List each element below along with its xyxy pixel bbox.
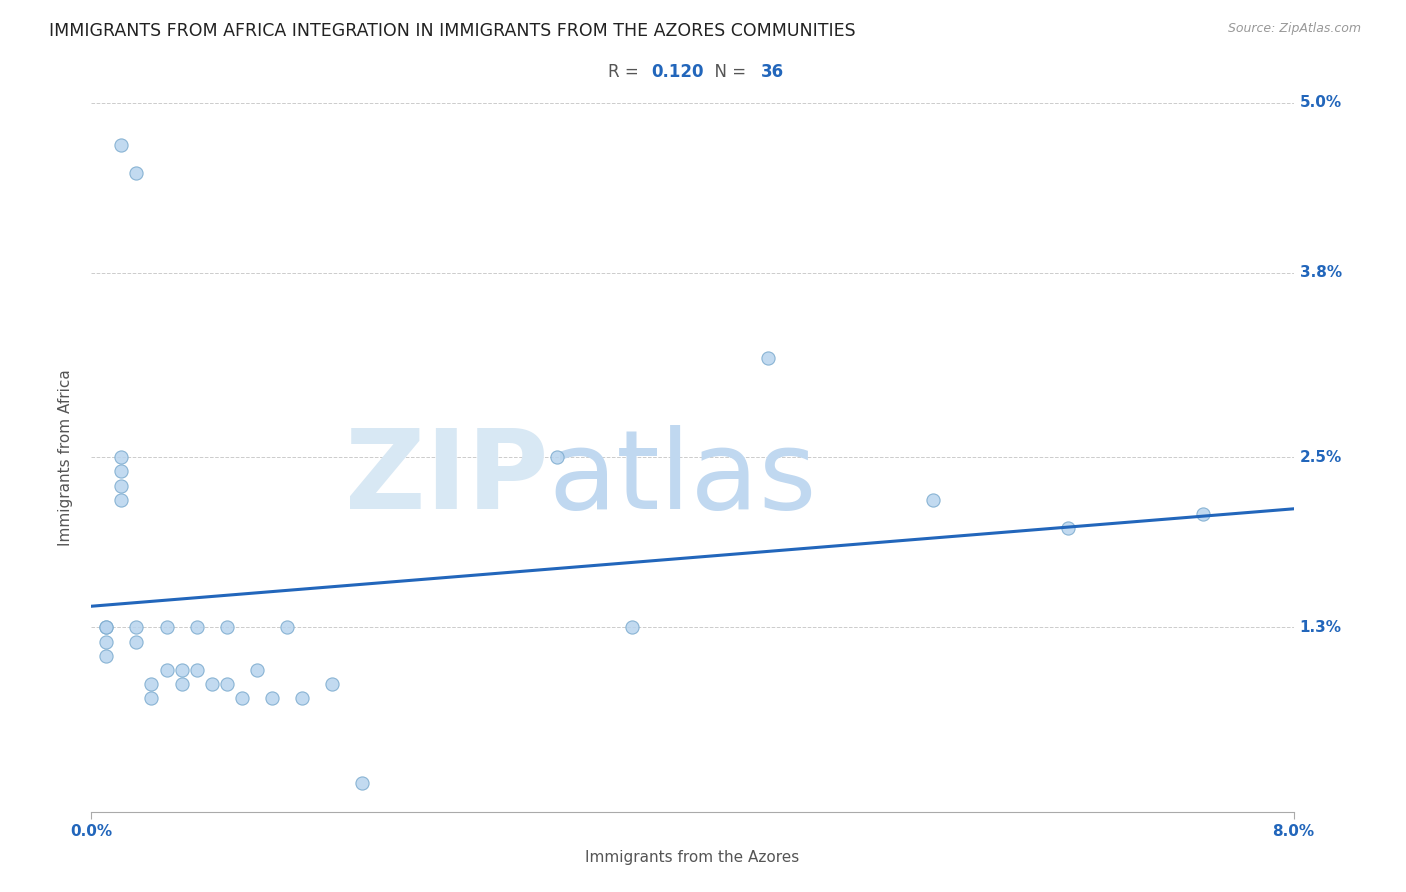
Point [170,663,193,677]
Point [231,691,253,706]
Point [260,691,283,706]
Point [170,677,193,691]
Point [96,620,118,634]
Point [96,648,118,663]
Point [276,620,298,634]
Text: IMMIGRANTS FROM AFRICA INTEGRATION IN IMMIGRANTS FROM THE AZORES COMMUNITIES: IMMIGRANTS FROM AFRICA INTEGRATION IN IM… [49,22,856,40]
Text: N =: N = [704,63,751,81]
Point [125,634,148,648]
Text: 2.5%: 2.5% [1299,450,1341,465]
Point [201,677,224,691]
Y-axis label: Immigrants from Africa: Immigrants from Africa [58,368,73,546]
Text: 1.3%: 1.3% [1299,620,1341,635]
Point [291,691,314,706]
Point [186,620,208,634]
Point [125,166,148,180]
Point [155,620,177,634]
Point [350,776,373,790]
Point [110,478,132,492]
Text: 0.120: 0.120 [651,63,704,81]
Point [96,634,118,648]
Text: Source: ZipAtlas.com: Source: ZipAtlas.com [1227,22,1361,36]
Text: 5.0%: 5.0% [1299,95,1341,110]
Point [546,450,568,464]
Text: atlas: atlas [548,425,817,532]
X-axis label: Immigrants from the Azores: Immigrants from the Azores [585,850,800,864]
Point [756,351,779,365]
Text: ZIP: ZIP [344,425,548,532]
Point [110,450,132,464]
Point [125,620,148,634]
Point [321,677,343,691]
Point [1057,521,1080,535]
Point [922,492,945,507]
Point [141,691,163,706]
Point [110,138,132,153]
Point [1192,507,1215,521]
Point [155,663,177,677]
Point [110,492,132,507]
Point [141,677,163,691]
Text: 3.8%: 3.8% [1299,265,1341,280]
Point [215,677,238,691]
Point [246,663,269,677]
Point [186,663,208,677]
Point [215,620,238,634]
Point [110,464,132,478]
Text: R =: R = [607,63,644,81]
Point [96,620,118,634]
Point [621,620,644,634]
Text: 36: 36 [761,63,783,81]
